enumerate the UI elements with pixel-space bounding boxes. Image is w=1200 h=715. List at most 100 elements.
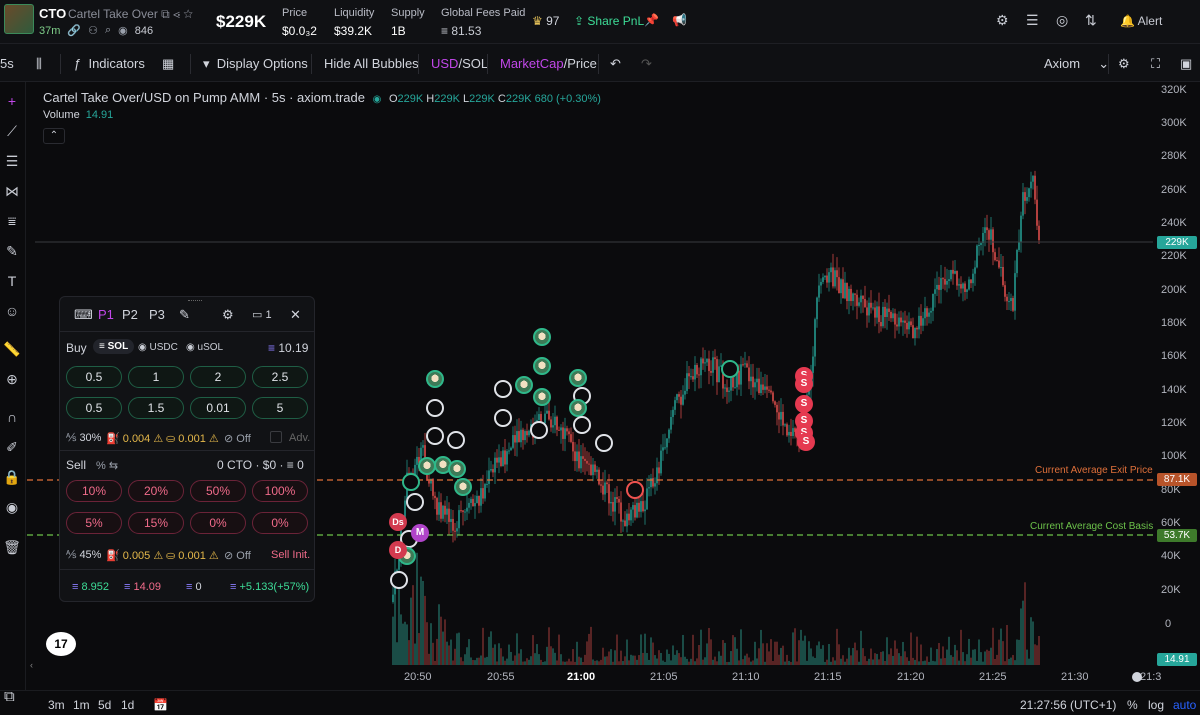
sell-slippage[interactable]: ⅍ 45% [66, 549, 102, 561]
lock-drawing-icon[interactable]: ✐ [6, 439, 18, 455]
dev-sell-bubble[interactable]: D [389, 541, 407, 559]
redo-icon[interactable]: ↷ [641, 56, 652, 71]
pin-icon[interactable]: 📌 [644, 13, 659, 27]
trader-bubble[interactable] [447, 431, 465, 449]
sell-amount-button[interactable]: 0% [252, 512, 308, 534]
trader-bubble[interactable] [533, 328, 551, 346]
edit-icon[interactable]: ✎ [179, 307, 190, 322]
horizontal-lines-icon[interactable]: ☰ [5, 153, 19, 169]
sell-amount-button[interactable]: 0% [190, 512, 246, 534]
chart-settings-icon[interactable]: ⚙ [1118, 56, 1130, 71]
sort-icon[interactable]: ⇅ [1085, 12, 1097, 28]
star-icon[interactable]: ☆ [183, 7, 193, 21]
lock-icon[interactable]: 🔒 [3, 469, 21, 485]
layout-icon[interactable]: ▦ [162, 56, 175, 71]
trader-bubble[interactable] [402, 473, 420, 491]
trader-bubble[interactable] [569, 369, 587, 387]
trendline-icon[interactable]: ⟋ [7, 123, 17, 139]
trader-bubble[interactable] [454, 478, 472, 496]
crosshair-icon[interactable]: + [7, 93, 17, 109]
buy-amount-button[interactable]: 0.5 [66, 366, 122, 388]
trader-bubble[interactable] [573, 416, 591, 434]
trader-bubble[interactable] [721, 360, 739, 378]
currency-usdc[interactable]: ◉ USDC [138, 342, 178, 353]
sell-amount-button[interactable]: 50% [190, 480, 246, 502]
trader-bubble[interactable] [515, 376, 533, 394]
keyboard-icon[interactable]: ⌨ [74, 307, 93, 322]
trader-bubble[interactable] [426, 399, 444, 417]
sell-priority[interactable]: ⛽ 0.005 ⚠ [106, 550, 164, 562]
tradingview-logo[interactable]: 17 [46, 632, 76, 656]
buy-bribe[interactable]: ⛀ 0.001 ⚠ [166, 433, 219, 445]
crown-badge[interactable]: ♛ 97 [532, 14, 560, 28]
trader-bubble[interactable] [494, 409, 512, 427]
tab-p3[interactable]: P3 [149, 307, 165, 322]
trader-bubble[interactable] [494, 380, 512, 398]
undo-icon[interactable]: ↶ [610, 56, 621, 71]
currency-usol[interactable]: ◉ uSOL [186, 342, 224, 353]
brush-icon[interactable]: ✎ [6, 243, 18, 259]
interval-selector[interactable]: 5s [0, 56, 14, 71]
sell-amount-button[interactable]: 10% [66, 480, 122, 502]
trader-bubble[interactable] [448, 460, 466, 478]
range-1m[interactable]: 1m [73, 698, 90, 712]
snapshot-icon[interactable]: ▣ [1180, 56, 1193, 71]
x-axis[interactable]: 20:50 20:55 21:00 21:05 21:10 21:15 21:2… [27, 665, 1161, 690]
coin-icon[interactable]: ◎ [1056, 12, 1069, 28]
eye-icon[interactable]: ◉ [5, 499, 19, 515]
trash-icon[interactable]: 🗑 [3, 539, 21, 555]
sell-bubble[interactable]: S [795, 395, 813, 413]
auto-toggle[interactable]: auto [1173, 698, 1197, 712]
dev-sell-bubble[interactable]: Ds [389, 513, 407, 531]
magnet-icon[interactable]: ∩ [6, 409, 18, 425]
trader-bubble[interactable] [595, 434, 613, 452]
community-icon[interactable]: ⚇ [88, 25, 98, 37]
currency-sol[interactable]: ≡ SOL [93, 339, 135, 354]
migration-bubble[interactable]: M [411, 524, 429, 542]
log-toggle[interactable]: log [1148, 698, 1165, 712]
wallet-count[interactable]: ▭ 1 [252, 309, 272, 321]
buy-amount-button[interactable]: 1.5 [128, 397, 184, 419]
trader-bubble[interactable] [533, 388, 551, 406]
scroll-left-icon[interactable]: ‹ [30, 660, 33, 670]
indicators-button[interactable]: ƒ Indicators [74, 56, 145, 71]
trader-bubble[interactable] [426, 370, 444, 388]
buy-mev[interactable]: ⊘ Off [224, 433, 251, 445]
alert-button[interactable]: 🔔 Alert [1120, 14, 1163, 28]
hide-bubbles-button[interactable]: Hide All Bubbles [324, 56, 419, 71]
layers-icon[interactable]: ⧉ [4, 688, 15, 705]
ruler-icon[interactable]: 📏 [3, 341, 21, 357]
settings-icon[interactable]: ⚙ [996, 12, 1009, 28]
buy-slippage[interactable]: ⅍ 30% [66, 432, 102, 444]
token-avatar[interactable] [4, 4, 34, 34]
buy-amount-button[interactable]: 2.5 [252, 366, 308, 388]
collapse-legend-button[interactable]: ⌃ [43, 128, 65, 144]
trader-bubble[interactable] [569, 399, 587, 417]
emoji-icon[interactable]: ☺ [4, 303, 20, 319]
trader-bubble[interactable] [406, 493, 424, 511]
drag-handle[interactable] [188, 300, 202, 303]
buy-amount-button[interactable]: 0.5 [66, 397, 122, 419]
sell-amount-button[interactable]: 15% [128, 512, 184, 534]
y-axis[interactable]: 320K 300K 280K 260K 240K 220K 200K 180K … [1153, 82, 1200, 666]
settings-icon[interactable]: ⚙ [222, 307, 234, 322]
buy-amount-button[interactable]: 5 [252, 397, 308, 419]
sell-mev[interactable]: ⊘ Off [224, 550, 251, 562]
text-icon[interactable]: T [7, 273, 17, 289]
share-pnl-button[interactable]: ⇪ Share PnL [574, 14, 645, 28]
range-5d[interactable]: 5d [98, 698, 112, 712]
sell-mode-toggle[interactable]: % ⇆ [96, 460, 119, 472]
sell-amount-button[interactable]: 20% [128, 480, 184, 502]
buy-priority[interactable]: ⛽ 0.004 ⚠ [106, 433, 164, 445]
sell-bubble[interactable]: S [795, 375, 813, 393]
trader-bubble[interactable] [530, 421, 548, 439]
close-icon[interactable]: ✕ [290, 307, 301, 322]
display-options-button[interactable]: ▾ Display Options [203, 56, 308, 71]
sell-bubble[interactable]: S [797, 433, 815, 451]
megaphone-icon[interactable]: 📢 [672, 13, 687, 27]
percent-toggle[interactable]: % [1127, 698, 1138, 712]
sell-amount-button[interactable]: 100% [252, 480, 308, 502]
range-1d[interactable]: 1d [121, 698, 135, 712]
fullscreen-icon[interactable]: ⛶ [1151, 56, 1161, 71]
sell-init-button[interactable]: Sell Init. [271, 549, 311, 561]
